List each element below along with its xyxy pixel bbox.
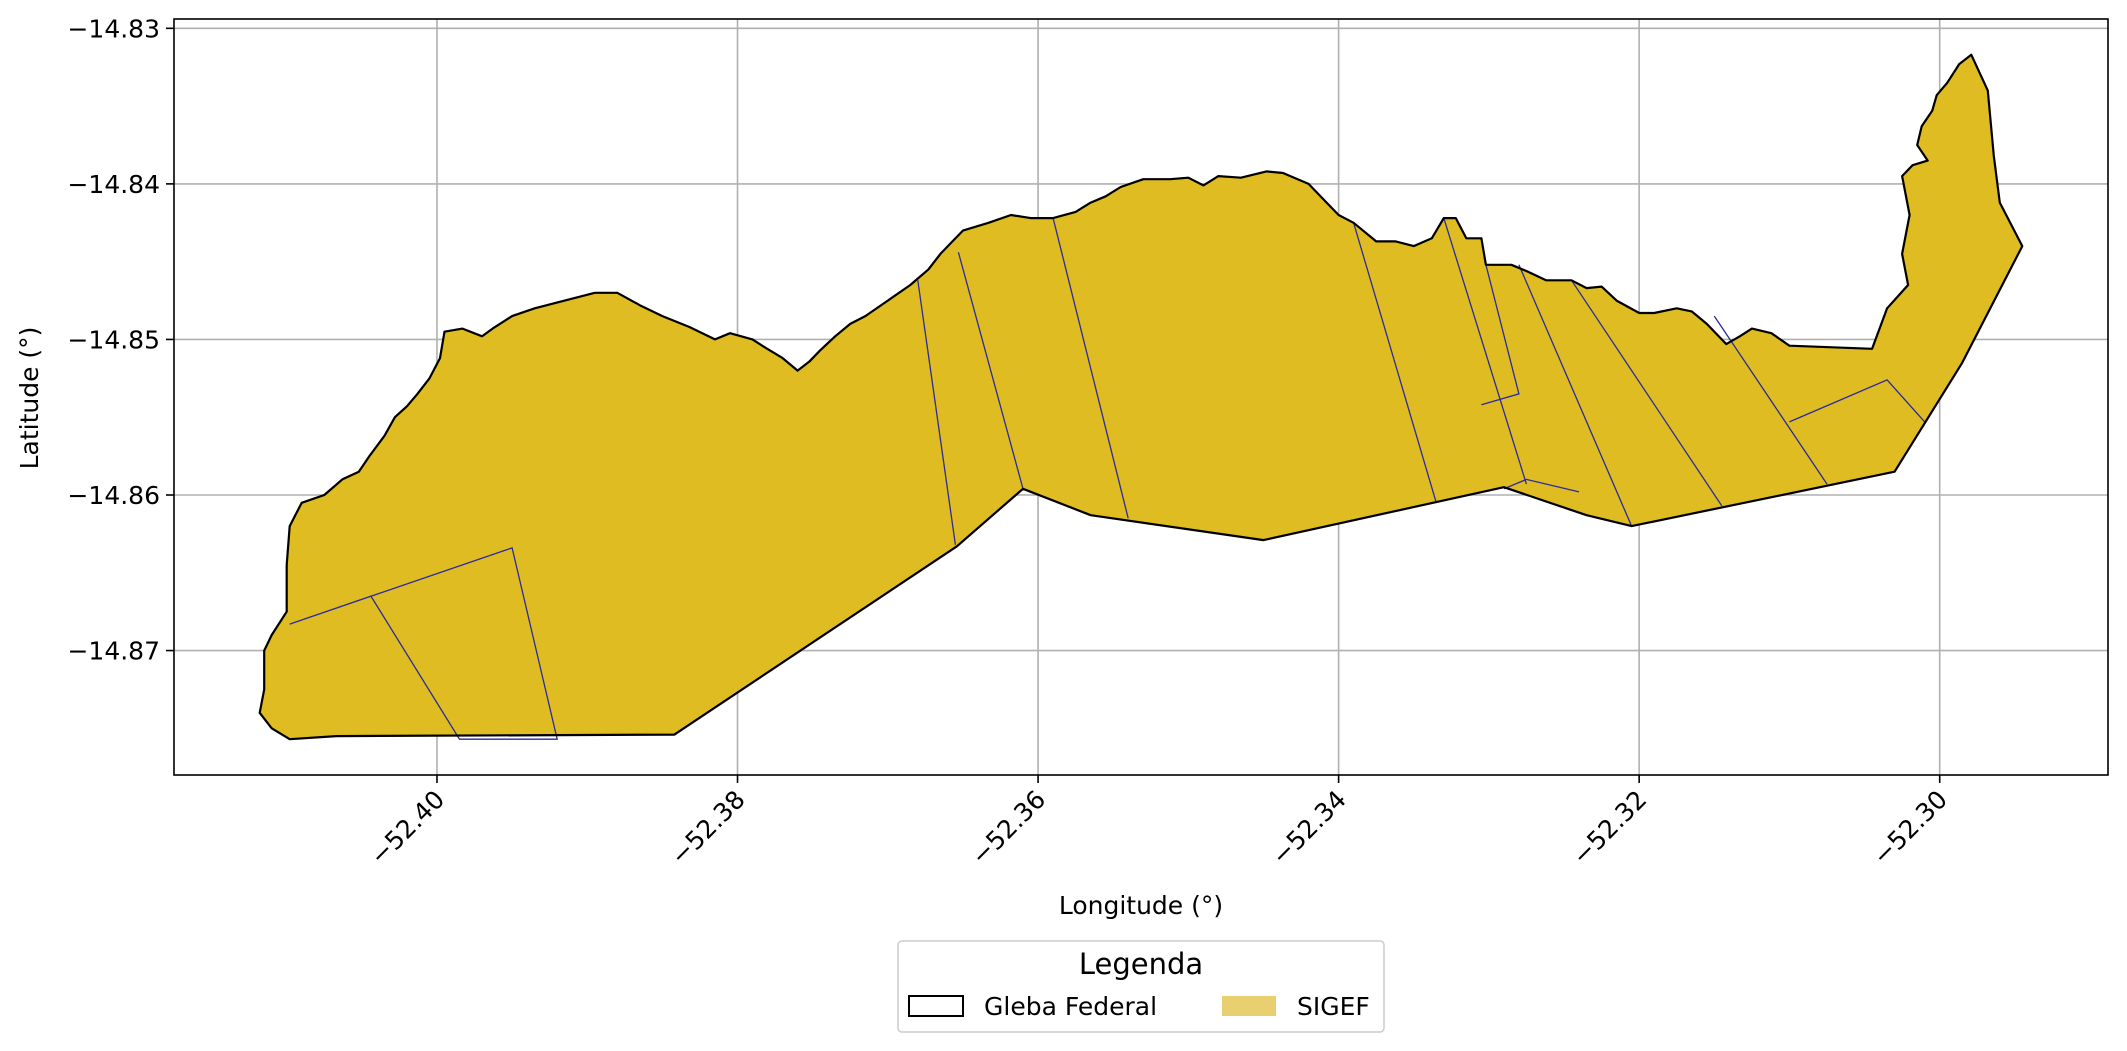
sigef-area xyxy=(259,54,2023,740)
legend-gleba-swatch xyxy=(908,995,964,1017)
x-tick-label-1: −52.38 xyxy=(665,785,751,871)
y-axis-ticks: −14.83 −14.84 −14.85 −14.86 −14.87 xyxy=(67,14,174,666)
x-tick-label-3: −52.34 xyxy=(1266,785,1352,871)
sigef-parcel-5 xyxy=(1443,217,1528,485)
sigef-parcel-6 xyxy=(1481,264,1520,406)
sigef-parcel-9 xyxy=(1713,315,1828,485)
sigef-parcel-11 xyxy=(1503,478,1580,493)
legend: Legenda Gleba Federal SIGEF xyxy=(897,940,1385,1033)
legend-sigef-label: SIGEF xyxy=(1297,992,1370,1021)
x-axis-ticks: −52.40 −52.38 −52.36 −52.34 −52.32 −52.30 xyxy=(364,775,1953,871)
y-tick-label-1: −14.84 xyxy=(67,170,160,199)
legend-title: Legenda xyxy=(1079,947,1203,981)
y-tick-label-3: −14.86 xyxy=(67,481,160,510)
sigef-parcel-2 xyxy=(957,252,1024,489)
x-tick-label-4: −52.32 xyxy=(1566,785,1652,871)
y-tick-label-2: −14.85 xyxy=(67,325,160,354)
sigef-parcel-1 xyxy=(917,280,957,545)
sigef-parcel-4 xyxy=(1352,222,1437,503)
legend-sigef-swatch xyxy=(1222,996,1276,1016)
sigef-parcel-0 xyxy=(289,547,559,740)
sigef-fill-polygon xyxy=(259,54,2023,740)
sigef-parcel-8 xyxy=(1570,279,1723,507)
sigef-parcel-10 xyxy=(1789,379,1926,423)
y-tick-label-4: −14.87 xyxy=(67,637,160,666)
y-axis-label: Latitude (°) xyxy=(15,327,44,470)
gleba-federal-outline xyxy=(258,53,2024,741)
x-tick-label-0: −52.40 xyxy=(364,785,450,871)
x-tick-label-2: −52.36 xyxy=(965,785,1051,871)
sigef-parcel-7 xyxy=(1518,264,1633,527)
sigef-parcel-3 xyxy=(1052,217,1129,519)
gleba-federal-polygon xyxy=(258,53,2024,741)
legend-gleba-label: Gleba Federal xyxy=(984,992,1157,1021)
x-axis-label: Longitude (°) xyxy=(1059,891,1223,920)
y-tick-label-0: −14.83 xyxy=(67,14,160,43)
x-tick-label-5: −52.30 xyxy=(1867,785,1953,871)
axes-frame xyxy=(173,18,2109,776)
sigef-parcel-boundaries xyxy=(289,217,1926,740)
